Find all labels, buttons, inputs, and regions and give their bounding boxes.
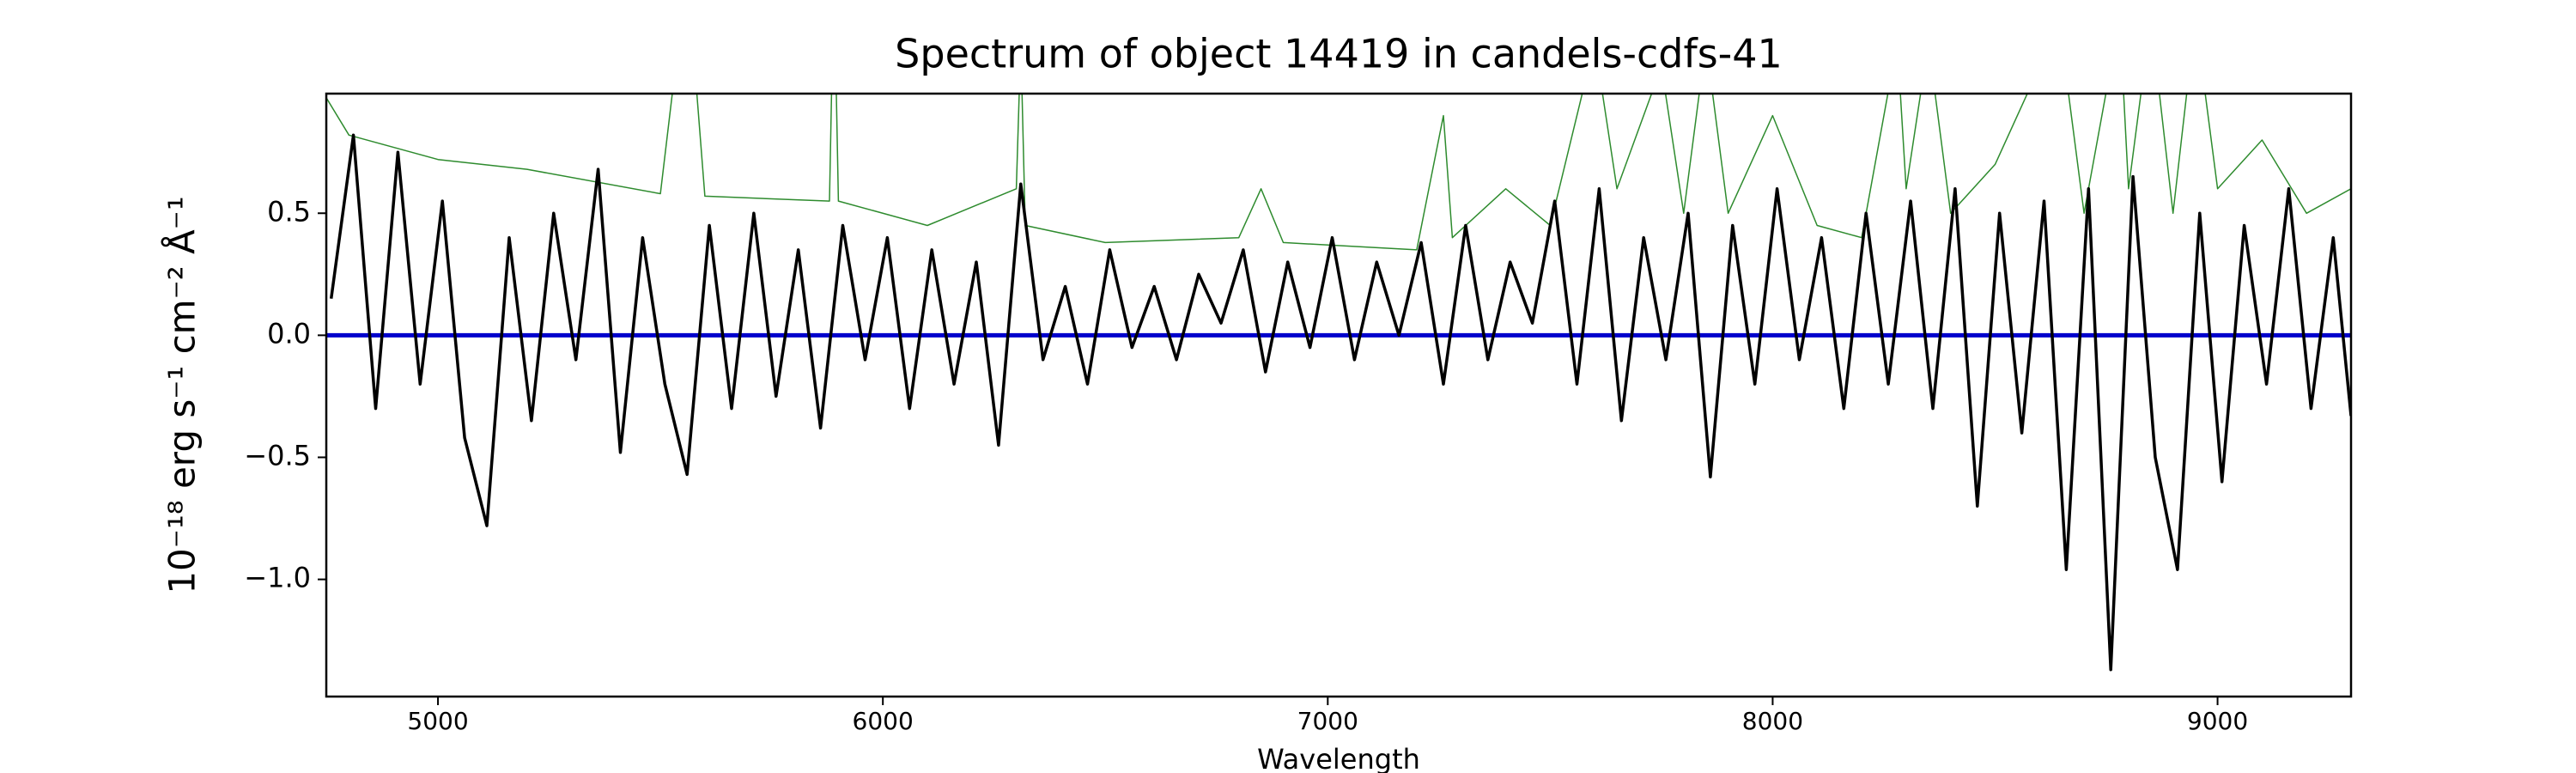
spectrum-line [329,133,2351,672]
x-tick-label: 9000 [2187,707,2248,735]
y-axis-label: 10⁻¹⁸ erg s⁻¹ cm⁻² Å⁻¹ [161,196,204,593]
y-tick-label: 0.0 [267,317,311,350]
plot-frame [325,92,2353,698]
x-tick-label: 7000 [1297,707,1358,735]
y-tick-label: 0.5 [267,195,311,228]
x-axis-label: Wavelength [1257,743,1420,773]
y-tick-label: −0.5 [244,439,311,472]
chart-title: Spectrum of object 14419 in candels-cdfs… [895,31,1783,77]
plot-area [326,94,2351,672]
x-tick-label: 8000 [1742,707,1803,735]
x-tick-label: 6000 [853,707,914,735]
y-tick-label: −1.0 [244,562,311,594]
x-tick-label: 5000 [407,707,468,735]
spectrum-line [326,94,2351,251]
